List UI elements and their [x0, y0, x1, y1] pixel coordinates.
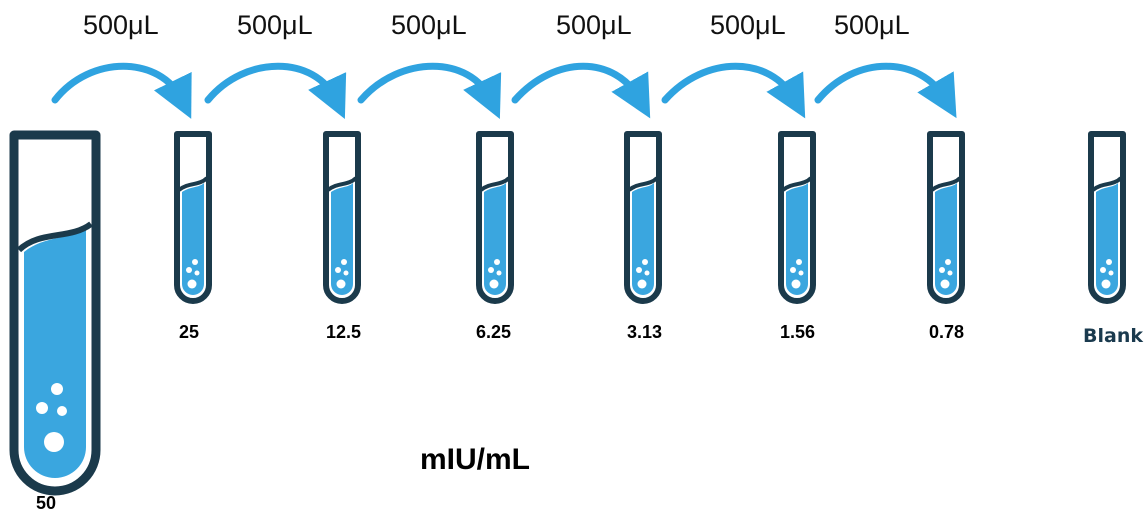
transfer-arrow-3	[357, 62, 502, 120]
transfer-arrow-4	[511, 62, 651, 119]
transfer-volume-3: 500μL	[391, 10, 467, 40]
transfer-arrow-6	[814, 62, 957, 119]
transfer-volume-5: 500μL	[710, 10, 786, 40]
transfer-volume-2: 500μL	[237, 10, 313, 40]
dilution-label-2: 12.5	[326, 322, 362, 342]
blank-label: Blank	[1083, 325, 1143, 347]
tube-4-icon	[624, 131, 662, 304]
transfer-arrow-2	[204, 62, 347, 120]
stock-tube-icon	[9, 130, 101, 496]
dilution-label-1: 25	[179, 322, 200, 342]
dilution-label-3: 6.25	[476, 322, 512, 342]
stock-label: 50	[36, 493, 57, 513]
tube-6-icon	[927, 131, 965, 304]
transfer-volume-1: 500μL	[83, 10, 159, 40]
transfer-volume-6: 500μL	[834, 10, 910, 40]
dilution-label-6: 0.78	[929, 322, 965, 342]
tube-3-icon	[476, 131, 514, 304]
blank-tube-icon	[1088, 131, 1126, 304]
transfer-arrow-1	[51, 62, 192, 119]
tube-1-icon	[174, 131, 212, 304]
transfer-arrow-5	[661, 62, 806, 119]
unit-label: mIU/mL	[420, 443, 531, 476]
tube-2-icon	[323, 131, 361, 304]
tube-5-icon	[778, 131, 816, 304]
dilution-label-4: 3.13	[627, 322, 663, 342]
transfer-volume-4: 500μL	[556, 10, 632, 40]
dilution-label-5: 1.56	[780, 322, 816, 342]
transfer-arrows	[51, 62, 957, 120]
